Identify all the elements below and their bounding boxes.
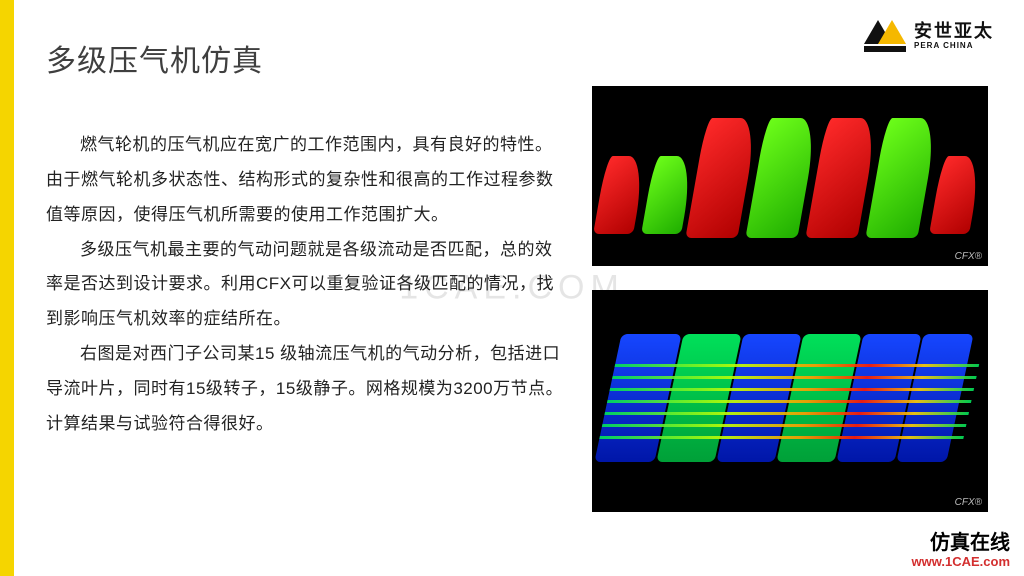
figure-label: CFX® (955, 497, 982, 508)
paragraph: 右图是对西门子公司某15 级轴流压气机的气动分析，包括进口导流叶片，同时有15级… (46, 337, 566, 442)
paragraph: 燃气轮机的压气机应在宽广的工作范围内，具有良好的特性。由于燃气轮机多状态性、结构… (46, 128, 566, 233)
streamline (602, 424, 967, 427)
figure-blades: CFX® (592, 86, 988, 266)
streamline (607, 400, 972, 403)
slide-title: 多级压气机仿真 (46, 36, 263, 80)
blade-green (865, 118, 938, 238)
paragraph: 多级压气机最主要的气动问题就是各级流动是否匹配，总的效率是否达到设计要求。利用C… (46, 233, 566, 338)
blade-red (929, 156, 983, 234)
figure-label: CFX® (955, 251, 982, 262)
blade-green (641, 156, 695, 234)
figure-streamlines: CFX® (592, 290, 988, 512)
accent-bar (0, 0, 14, 576)
logo-cn: 安世亚太 (914, 22, 994, 40)
slide: 多级压气机仿真 安世亚太 PERA CHINA 燃气轮机的压气机应在宽广的工作范… (0, 0, 1024, 576)
streamline (612, 376, 977, 379)
streamline (615, 364, 980, 367)
streamline (604, 412, 969, 415)
streamline (599, 436, 964, 439)
flow-passage (594, 334, 985, 462)
streamline (609, 388, 974, 391)
logo-en: PERA CHINA (914, 42, 994, 50)
brand-char: 在 (970, 532, 990, 554)
footer-brand: 仿真在线 (912, 532, 1010, 555)
brand-logo: 安世亚太 PERA CHINA (862, 18, 994, 54)
brand-char: 真 (950, 532, 970, 554)
blade-red (593, 156, 647, 234)
logo-text: 安世亚太 PERA CHINA (914, 22, 994, 50)
brand-char: 仿 (930, 532, 950, 554)
footer-url: www.1CAE.com (912, 555, 1010, 570)
brand-char: 线 (990, 532, 1010, 554)
footer: 仿真在线 www.1CAE.com (912, 532, 1010, 570)
logo-triangle-icon (862, 18, 908, 54)
body-text: 燃气轮机的压气机应在宽广的工作范围内，具有良好的特性。由于燃气轮机多状态性、结构… (46, 128, 566, 442)
